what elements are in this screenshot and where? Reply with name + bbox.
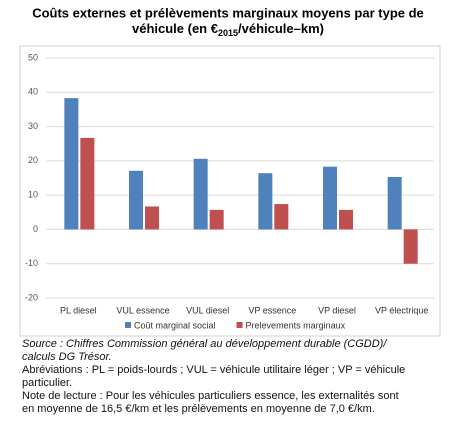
note-line: Abréviations : PL = poids-lourds ; VUL =… <box>22 364 406 376</box>
y-tick-label: -20 <box>25 292 38 302</box>
notes: Source : Chiffres Commission général au … <box>22 338 452 416</box>
legend-swatch <box>236 322 243 328</box>
bar <box>129 170 143 230</box>
bar <box>258 173 273 230</box>
y-tick-label: -10 <box>25 258 38 268</box>
chart: Coûts externes et prélèvements marginaux… <box>19 5 441 337</box>
bar <box>387 176 402 230</box>
note-line: Note de lecture : Pour les véhicules par… <box>22 390 399 402</box>
y-tick-label: 10 <box>28 190 38 200</box>
note-line: particulier. <box>22 377 73 389</box>
legend-label: Prelevements marginaux <box>246 320 346 330</box>
chart-title: Coûts externes et prélèvements marginaux… <box>32 5 424 20</box>
bar <box>193 158 208 230</box>
y-tick-label: 0 <box>33 224 38 234</box>
x-tick-label: VP essence <box>248 305 296 315</box>
x-tick-label: VUL diesel <box>186 305 229 315</box>
x-tick-label: VUL essence <box>116 305 169 315</box>
bar <box>64 98 79 230</box>
source-line: calculs DG Trésor. <box>22 351 112 363</box>
x-tick-label: VP électrique <box>375 305 428 315</box>
y-tick-label: 20 <box>28 155 38 165</box>
title-subscript: 2015 <box>218 28 238 38</box>
x-tick-label: PL diesel <box>60 305 97 315</box>
bar <box>209 209 224 230</box>
bar <box>145 206 159 230</box>
bar <box>80 137 95 230</box>
chart-title: véhicule (en €2015/véhicule–km) <box>132 21 324 38</box>
bar <box>339 209 353 230</box>
legend-label: Coût marginal social <box>134 320 216 330</box>
title-part: /véhicule–km) <box>238 21 324 36</box>
title-part: véhicule (en € <box>132 21 218 36</box>
x-tick-label: VP diesel <box>318 305 356 315</box>
legend-swatch <box>125 322 131 328</box>
bar <box>403 229 418 264</box>
y-tick-label: 40 <box>28 87 38 97</box>
source-line: Source : Chiffres Commission général au … <box>22 338 387 350</box>
y-tick-label: 30 <box>28 121 38 131</box>
y-tick-label: 50 <box>28 52 38 62</box>
note-line: en moyenne de 16,5 €/km et les prélèveme… <box>22 403 375 415</box>
bar <box>323 166 337 230</box>
bar <box>274 204 289 230</box>
chart-border <box>19 45 441 337</box>
